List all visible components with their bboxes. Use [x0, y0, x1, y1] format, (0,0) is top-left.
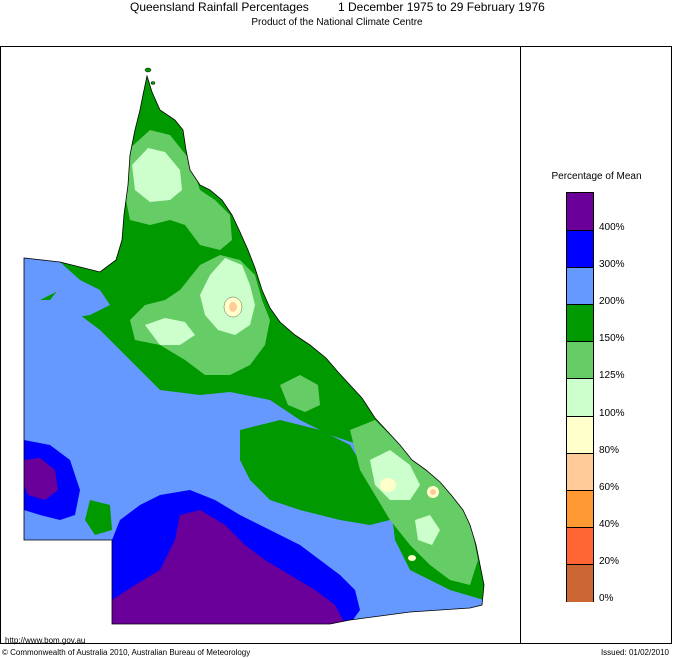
zone-100-125-southeast [415, 515, 440, 545]
zone-80-100-east [380, 478, 396, 492]
legend-label: 300% [599, 259, 625, 271]
zone-over-400-south [112, 510, 345, 624]
legend-color-bar [566, 192, 594, 603]
zone-150-200-central [240, 420, 390, 525]
legend-swatch [567, 489, 593, 529]
legend-label: 400% [599, 222, 625, 234]
zone-125-150-patch [280, 375, 320, 412]
zone-80-100-south [408, 555, 416, 561]
legend-swatch [567, 341, 593, 380]
map-frame [0, 46, 672, 644]
legend-label: 40% [599, 518, 620, 530]
legend-divider [520, 46, 521, 644]
zone-100-125-north [132, 148, 182, 202]
zone-over-400-west [24, 458, 58, 500]
map-subtitle: Product of the National Climate Centre [251, 17, 423, 28]
legend-label: 100% [599, 407, 625, 419]
zone-200-300-west [40, 275, 110, 320]
legend-swatch [567, 193, 593, 231]
zone-60-80-coast [430, 489, 436, 495]
legend-label: 80% [599, 444, 620, 456]
legend-label: 60% [599, 481, 620, 493]
footer-url[interactable]: http://www.bom.gov.au [5, 636, 86, 645]
legend-label: 20% [599, 555, 620, 567]
zone-100-125-west [145, 318, 195, 345]
legend-swatch [567, 415, 593, 455]
legend-label: 125% [599, 370, 625, 382]
zone-60-80-central [229, 302, 237, 312]
legend-swatch [567, 304, 593, 343]
legend-label: 150% [599, 333, 625, 345]
island [150, 81, 156, 85]
legend-swatch [567, 230, 593, 269]
footer-issued: Issued: 01/02/2010 [600, 648, 669, 657]
legend-label: 200% [599, 296, 625, 308]
rainfall-zones [24, 76, 484, 624]
legend-swatch [567, 452, 593, 492]
footer-copyright: © Commonwealth of Australia 2010, Austra… [2, 648, 251, 657]
zone-150-200-west-patch [85, 500, 112, 535]
zone-200-300-northwest [24, 258, 80, 310]
island [144, 67, 152, 73]
legend-label: 0% [599, 593, 614, 604]
legend-swatch [567, 378, 593, 418]
legend-swatch [567, 563, 593, 603]
legend-title: Percentage of Mean [551, 171, 642, 182]
zone-100-125-central [200, 258, 255, 335]
map-title-name: Queensland Rainfall Percentages [130, 0, 309, 14]
map-title: Queensland Rainfall Percentages 1 Decemb… [0, 0, 674, 14]
legend-swatch [567, 267, 593, 306]
legend-swatch [567, 526, 593, 566]
map-title-period: 1 December 1975 to 29 February 1976 [338, 0, 545, 14]
